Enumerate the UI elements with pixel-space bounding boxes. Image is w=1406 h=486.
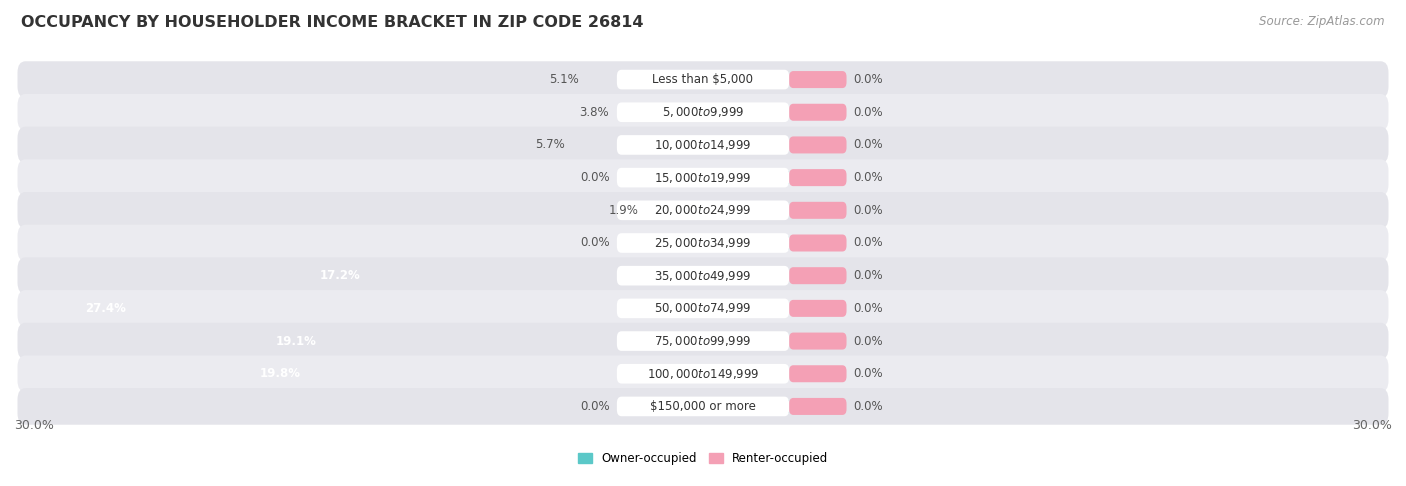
FancyBboxPatch shape <box>617 168 789 188</box>
Text: 0.0%: 0.0% <box>853 237 883 249</box>
Text: 17.2%: 17.2% <box>319 269 360 282</box>
Text: $150,000 or more: $150,000 or more <box>650 400 756 413</box>
FancyBboxPatch shape <box>617 266 789 285</box>
Text: 0.0%: 0.0% <box>853 204 883 217</box>
Text: 0.0%: 0.0% <box>853 73 883 86</box>
FancyBboxPatch shape <box>617 364 789 383</box>
Text: 0.0%: 0.0% <box>581 237 610 249</box>
FancyBboxPatch shape <box>789 300 846 317</box>
FancyBboxPatch shape <box>789 104 846 121</box>
Text: 0.0%: 0.0% <box>853 400 883 413</box>
Text: 0.0%: 0.0% <box>853 139 883 152</box>
FancyBboxPatch shape <box>789 169 846 186</box>
Text: 0.0%: 0.0% <box>853 269 883 282</box>
FancyBboxPatch shape <box>617 201 789 220</box>
Text: 0.0%: 0.0% <box>853 334 883 347</box>
Text: $35,000 to $49,999: $35,000 to $49,999 <box>654 269 752 283</box>
Text: 0.0%: 0.0% <box>853 171 883 184</box>
Text: 0.0%: 0.0% <box>853 302 883 315</box>
FancyBboxPatch shape <box>789 332 846 349</box>
Text: 30.0%: 30.0% <box>14 419 53 432</box>
FancyBboxPatch shape <box>17 159 1389 196</box>
FancyBboxPatch shape <box>17 258 1389 294</box>
Text: Less than $5,000: Less than $5,000 <box>652 73 754 86</box>
FancyBboxPatch shape <box>17 388 1389 425</box>
Text: 19.8%: 19.8% <box>260 367 301 380</box>
Text: 0.0%: 0.0% <box>581 171 610 184</box>
FancyBboxPatch shape <box>17 225 1389 261</box>
FancyBboxPatch shape <box>617 298 789 318</box>
FancyBboxPatch shape <box>789 235 846 251</box>
Text: 3.8%: 3.8% <box>579 106 609 119</box>
FancyBboxPatch shape <box>617 331 789 351</box>
FancyBboxPatch shape <box>17 127 1389 163</box>
Text: $5,000 to $9,999: $5,000 to $9,999 <box>662 105 744 119</box>
FancyBboxPatch shape <box>17 192 1389 228</box>
FancyBboxPatch shape <box>617 397 789 416</box>
FancyBboxPatch shape <box>789 71 846 88</box>
Text: 27.4%: 27.4% <box>86 302 127 315</box>
Text: Source: ZipAtlas.com: Source: ZipAtlas.com <box>1260 15 1385 28</box>
FancyBboxPatch shape <box>789 365 846 382</box>
FancyBboxPatch shape <box>789 398 846 415</box>
Text: $100,000 to $149,999: $100,000 to $149,999 <box>647 367 759 381</box>
FancyBboxPatch shape <box>789 267 846 284</box>
Text: 19.1%: 19.1% <box>276 334 316 347</box>
FancyBboxPatch shape <box>617 233 789 253</box>
Text: 0.0%: 0.0% <box>581 400 610 413</box>
FancyBboxPatch shape <box>789 202 846 219</box>
Legend: Owner-occupied, Renter-occupied: Owner-occupied, Renter-occupied <box>572 447 834 470</box>
FancyBboxPatch shape <box>645 202 675 219</box>
FancyBboxPatch shape <box>617 103 789 122</box>
Text: 5.7%: 5.7% <box>536 139 565 152</box>
Text: $50,000 to $74,999: $50,000 to $74,999 <box>654 301 752 315</box>
FancyBboxPatch shape <box>703 398 789 415</box>
Text: 30.0%: 30.0% <box>1353 419 1392 432</box>
Text: $15,000 to $19,999: $15,000 to $19,999 <box>654 171 752 185</box>
FancyBboxPatch shape <box>789 137 846 154</box>
Text: 0.0%: 0.0% <box>853 106 883 119</box>
FancyBboxPatch shape <box>17 355 1389 392</box>
FancyBboxPatch shape <box>17 94 1389 131</box>
FancyBboxPatch shape <box>703 235 789 251</box>
Text: $20,000 to $24,999: $20,000 to $24,999 <box>654 203 752 217</box>
Text: OCCUPANCY BY HOUSEHOLDER INCOME BRACKET IN ZIP CODE 26814: OCCUPANCY BY HOUSEHOLDER INCOME BRACKET … <box>21 15 644 30</box>
FancyBboxPatch shape <box>703 169 789 186</box>
Text: $10,000 to $14,999: $10,000 to $14,999 <box>654 138 752 152</box>
Text: 1.9%: 1.9% <box>609 204 638 217</box>
FancyBboxPatch shape <box>17 290 1389 327</box>
FancyBboxPatch shape <box>17 61 1389 98</box>
FancyBboxPatch shape <box>617 135 789 155</box>
Text: $25,000 to $34,999: $25,000 to $34,999 <box>654 236 752 250</box>
Text: 5.1%: 5.1% <box>550 73 579 86</box>
FancyBboxPatch shape <box>17 323 1389 359</box>
FancyBboxPatch shape <box>617 70 789 89</box>
Text: 0.0%: 0.0% <box>853 367 883 380</box>
Text: $75,000 to $99,999: $75,000 to $99,999 <box>654 334 752 348</box>
